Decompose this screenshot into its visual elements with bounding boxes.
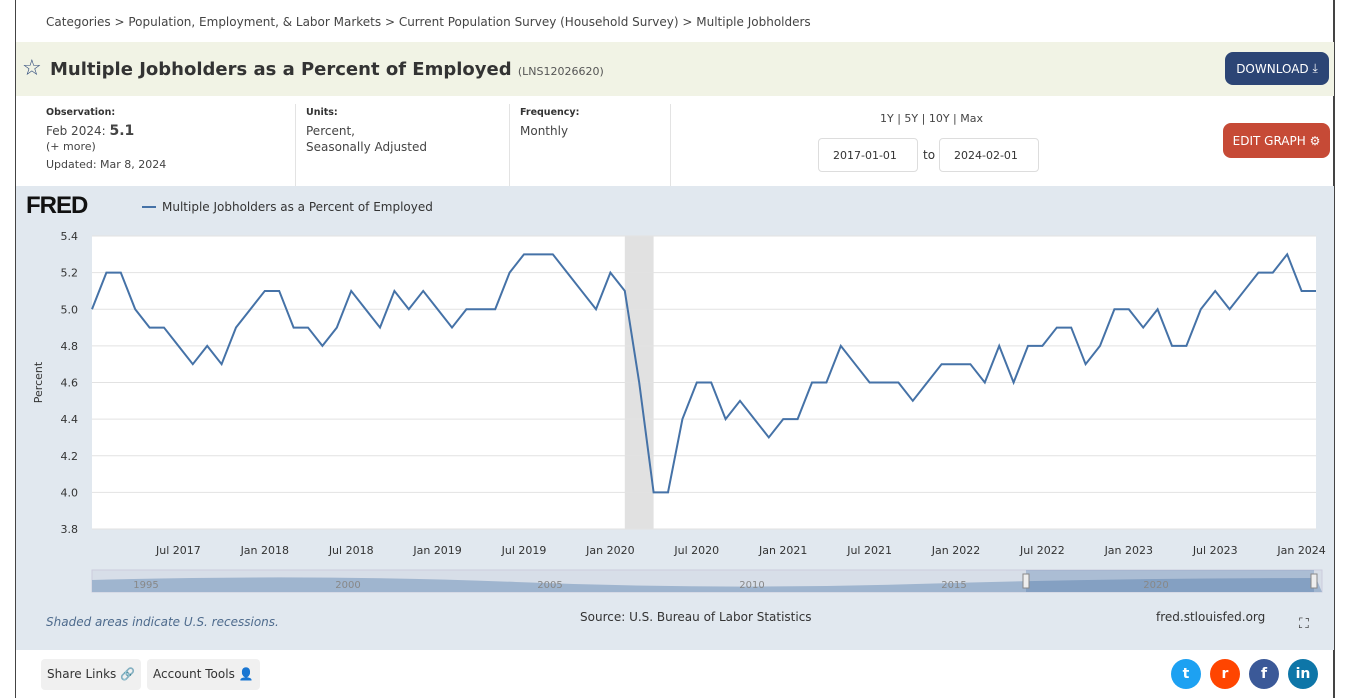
title-text: Multiple Jobholders as a Percent of Empl… [50,59,512,80]
link-icon: 🔗 [120,667,136,681]
download-icon: ⤓ [1312,61,1318,75]
navigator-label: 2015 [941,580,966,591]
observation-value: 5.1 [109,123,135,139]
account-tools-label: Account Tools [153,667,235,681]
edit-graph-button[interactable]: EDIT GRAPH ⚙ [1223,123,1330,158]
range-selector[interactable]: 1Y | 5Y | 10Y | Max [880,112,983,125]
frequency-label: Frequency: [520,107,580,118]
y-axis-label: Percent [32,361,45,403]
series-id: (LNS12026620) [517,65,604,78]
updated-date: Updated: Mar 8, 2024 [46,158,167,171]
user-icon: 👤 [238,667,254,681]
y-tick-label: 5.2 [61,267,79,280]
date-to-input[interactable]: 2024-02-01 [939,138,1039,172]
more-link[interactable]: (+ more) [46,140,96,153]
x-tick-label: Jul 2022 [1019,544,1065,557]
units-label: Units: [306,107,338,118]
frequency-value: Monthly [520,124,569,138]
observation-date: Feb 2024: [46,124,106,138]
x-tick-label: Jul 2019 [501,544,547,557]
y-tick-label: 4.4 [61,413,79,426]
divider [670,104,671,186]
divider [295,104,296,186]
y-tick-label: 5.0 [61,303,79,316]
units: Units: Percent, Seasonally Adjusted [306,96,427,186]
x-tick-label: Jan 2022 [931,544,980,557]
navigator-selection [1026,570,1314,592]
y-tick-label: 3.8 [61,523,79,536]
y-tick-label: 4.0 [61,486,79,499]
observation-label: Observation: [46,107,116,118]
x-tick-label: Jan 2021 [758,544,807,557]
navigator-handle-right[interactable] [1310,573,1318,589]
legend-swatch [142,206,156,208]
x-tick-label: Jan 2024 [1276,544,1325,557]
page-title: Multiple Jobholders as a Percent of Empl… [50,59,604,80]
legend: Multiple Jobholders as a Percent of Empl… [142,200,433,214]
legend-label: Multiple Jobholders as a Percent of Empl… [162,200,433,214]
gear-icon: ⚙ [1309,133,1321,148]
y-tick-label: 4.6 [61,377,79,390]
recession-note: Shaded areas indicate U.S. recessions. [46,615,279,629]
share-links-label: Share Links [47,667,117,681]
x-tick-label: Jul 2020 [673,544,719,557]
star-icon[interactable]: ☆ [22,56,42,81]
fullscreen-icon[interactable]: ⛶ [1299,616,1309,632]
y-tick-label: 4.8 [61,340,79,353]
x-tick-label: Jan 2023 [1104,544,1153,557]
y-tick-label: 5.4 [61,230,79,243]
series-line [91,252,1316,494]
x-tick-label: Jul 2021 [846,544,892,557]
units-line2: Seasonally Adjusted [306,140,428,154]
share-links-button[interactable]: Share Links 🔗 [41,659,142,690]
title-bar: ☆ Multiple Jobholders as a Percent of Em… [16,42,1334,96]
x-tick-label: Jan 2019 [412,544,461,557]
line-chart: 3.8 4.0 4.2 4.4 4.6 4.8 5.0 5.2 5.4 Jul 2017 Jan 2… [32,230,1326,593]
facebook-icon[interactable]: f [1249,659,1279,689]
x-tick-label: Jul 2017 [155,544,201,557]
download-label: DOWNLOAD [1236,61,1309,76]
navigator-label: 2005 [537,580,562,591]
account-tools-button[interactable]: Account Tools 👤 [147,659,260,690]
breadcrumb[interactable]: Categories > Population, Employment, & L… [46,15,811,29]
date-from-input[interactable]: 2017-01-01 [818,138,918,172]
download-button[interactable]: DOWNLOAD ⤓ [1225,52,1329,85]
source: Source: U.S. Bureau of Labor Statistics [580,610,812,624]
navigator-label: 2000 [335,580,360,591]
navigator-label: 2010 [739,580,764,591]
y-tick-label: 4.2 [61,450,79,463]
navigator-handle-left[interactable] [1022,573,1030,589]
units-line1: Percent, [306,124,355,138]
x-tick-label: Jul 2023 [1192,544,1238,557]
x-tick-label: Jan 2018 [240,544,289,557]
to-label: to [923,148,936,162]
frequency: Frequency: Monthly [520,96,579,186]
divider [509,104,510,186]
x-tick-label: Jan 2020 [585,544,634,557]
site-link[interactable]: fred.stlouisfed.org [1156,610,1266,624]
navigator-label: 2020 [1143,580,1168,591]
chart-area: FRED Multiple Jobholders as a Percent of… [16,186,1334,650]
twitter-icon[interactable]: t [1171,659,1201,689]
reddit-icon[interactable]: r [1210,659,1240,689]
linkedin-icon[interactable]: in [1288,659,1318,689]
edit-label: EDIT GRAPH [1232,133,1306,148]
fred-logo: FRED [26,192,88,219]
navigator-label: 1995 [133,580,158,591]
observation: Observation: Feb 2024: 5.1 (+ more) Upda… [46,96,166,186]
page: Categories > Population, Employment, & L… [15,0,1335,698]
navigator-series [92,577,1322,592]
x-tick-label: Jul 2018 [328,544,374,557]
